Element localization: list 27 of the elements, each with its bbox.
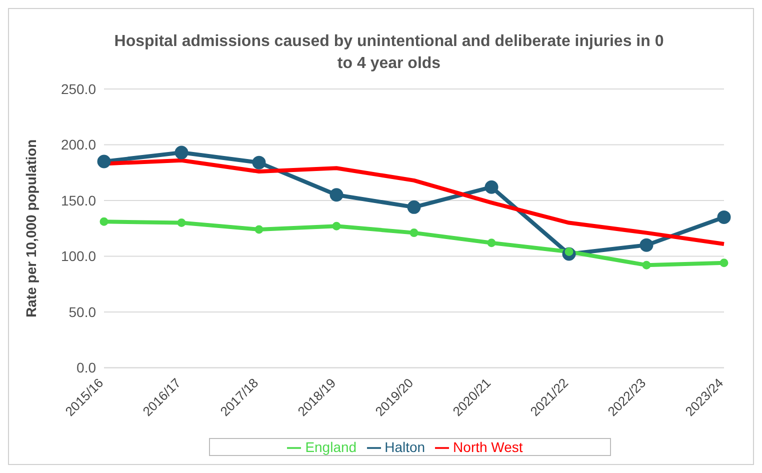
point (642, 260, 651, 270)
legend-label: North West (453, 438, 523, 455)
point (252, 156, 266, 170)
point (332, 222, 341, 230)
point (717, 210, 731, 224)
point (174, 146, 188, 160)
point (330, 188, 344, 202)
chart-title: Hospital admissions caused by unintentional and deliberate injuries in 0 to 4 year olds (113, 32, 665, 74)
legend-label: Halton (384, 438, 426, 455)
y-axis-title: Rate per 10,000 population (22, 139, 39, 318)
point (254, 225, 264, 234)
y-tick-label: 0.0 (76, 360, 96, 376)
y-tick-label: 200.0 (60, 136, 96, 153)
point (177, 218, 186, 228)
point (640, 238, 654, 252)
y-tick-label: 50.0 (68, 304, 96, 320)
point (484, 180, 498, 194)
point (410, 228, 418, 238)
legend-label: England (305, 438, 357, 455)
point (97, 154, 111, 168)
point (100, 217, 108, 226)
y-tick-label: 150.0 (60, 192, 96, 208)
point (487, 238, 496, 248)
y-tick-label: 100.0 (60, 248, 96, 264)
y-tick-label: 250.0 (60, 80, 96, 97)
point (720, 258, 728, 268)
point (407, 200, 421, 214)
